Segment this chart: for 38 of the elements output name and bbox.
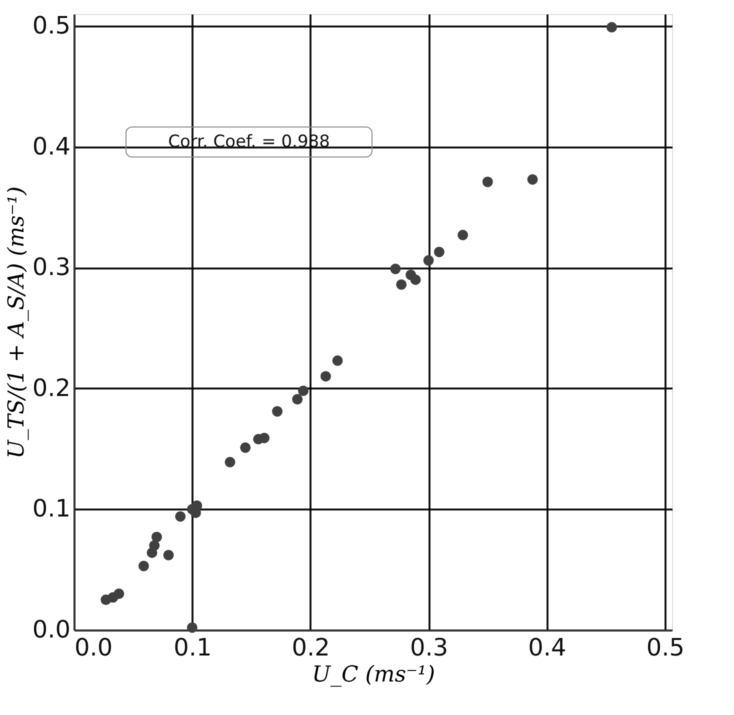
x-tick-label: 0.4 [528, 634, 566, 662]
point [298, 386, 309, 396]
point [292, 394, 303, 405]
y-tick-label: 0.0 [32, 616, 70, 644]
point [186, 622, 198, 633]
point [332, 355, 343, 366]
point [434, 246, 444, 258]
point [423, 255, 434, 266]
x-tick-label: 0.3 [410, 634, 448, 662]
point [458, 230, 468, 240]
point [482, 176, 493, 188]
point [606, 22, 617, 33]
point [410, 274, 421, 285]
point [272, 406, 283, 417]
y-tick-label: 0.1 [32, 494, 70, 523]
y-tick-label: 0.2 [32, 374, 70, 402]
y-axis-title: U_TS/(1 + A_S/A) (ms⁻¹) [4, 186, 30, 459]
x-tick-label: 0.0 [74, 634, 113, 662]
point [224, 456, 236, 468]
point [175, 511, 186, 522]
y-tick-label: 0.3 [32, 253, 70, 282]
point [396, 279, 407, 290]
point [149, 540, 160, 551]
point [390, 264, 401, 274]
x-tick-label: 0.5 [646, 634, 684, 662]
point [138, 560, 149, 572]
point [259, 432, 270, 444]
point [114, 588, 124, 599]
point [320, 371, 331, 382]
point [151, 532, 162, 542]
y-tick-label: 0.5 [32, 12, 70, 40]
point [240, 442, 251, 453]
point [527, 174, 538, 185]
point [163, 550, 174, 560]
x-tick-label: 0.2 [292, 634, 330, 662]
x-tick-label: 0.1 [174, 634, 212, 662]
y-tick-label: 0.4 [32, 132, 70, 160]
x-axis-title: U_C (ms⁻¹) [312, 662, 436, 688]
